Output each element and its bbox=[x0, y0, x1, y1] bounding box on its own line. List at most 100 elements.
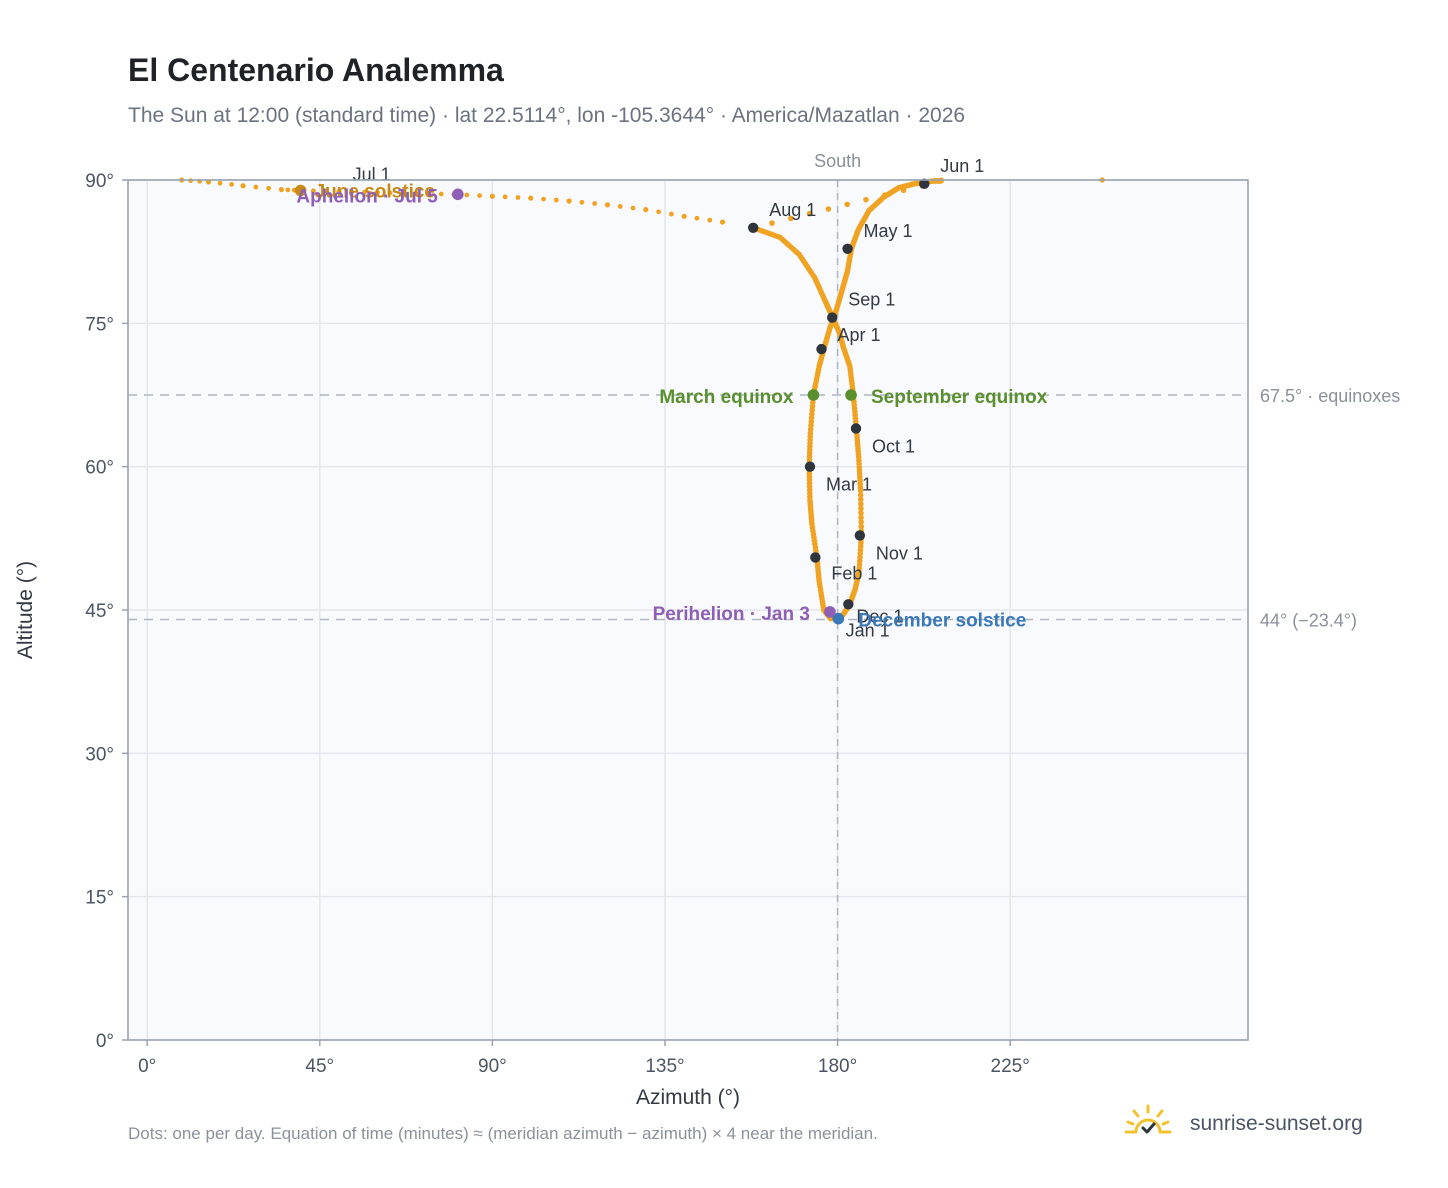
daily-dot bbox=[592, 201, 598, 206]
daily-dot bbox=[604, 202, 611, 208]
daily-dot bbox=[285, 187, 291, 193]
event-label: June solstice bbox=[315, 182, 435, 203]
brand-name: sunrise-sunset.org bbox=[1190, 1112, 1363, 1135]
daily-dot bbox=[656, 209, 661, 215]
daily-dot bbox=[240, 183, 246, 189]
y-tick-label: 60° bbox=[85, 458, 114, 479]
month-label: Feb 1 bbox=[831, 563, 877, 583]
event-marker bbox=[452, 188, 464, 201]
month-label: Dec 1 bbox=[856, 606, 903, 626]
event-label: September equinox bbox=[871, 387, 1048, 408]
daily-dot bbox=[863, 196, 869, 203]
month-marker bbox=[827, 312, 838, 323]
daily-dot bbox=[310, 188, 316, 194]
chart-title: El Centenario Analemma bbox=[128, 52, 504, 88]
daily-dot bbox=[502, 194, 508, 200]
daily-dot bbox=[349, 189, 355, 195]
daily-dot bbox=[400, 190, 406, 196]
daily-dot bbox=[857, 496, 864, 503]
x-tick-label: 225° bbox=[991, 1056, 1030, 1077]
daily-dot bbox=[858, 510, 864, 516]
x-tick-label: 135° bbox=[645, 1056, 684, 1077]
daily-dot bbox=[900, 187, 907, 194]
reference-lines: South 67.5° · equinoxes 44° (−23.4°) bbox=[128, 151, 1400, 1040]
daily-dot bbox=[362, 189, 367, 195]
month-label: May 1 bbox=[864, 221, 913, 241]
month-marker bbox=[810, 552, 821, 563]
x-tick-label: 0° bbox=[138, 1056, 156, 1077]
month-label: Jan 1 bbox=[846, 621, 890, 641]
brand[interactable]: sunrise-sunset.org bbox=[1120, 1100, 1420, 1144]
daily-dot bbox=[278, 186, 285, 193]
daily-dot bbox=[858, 523, 865, 530]
daily-dot bbox=[825, 206, 832, 212]
daily-dot bbox=[229, 182, 234, 187]
month-label: Oct 1 bbox=[872, 436, 915, 456]
month-label: Apr 1 bbox=[837, 325, 880, 345]
daily-dot bbox=[787, 215, 794, 222]
x-tick-label: 180° bbox=[818, 1056, 857, 1077]
daily-dot bbox=[253, 184, 259, 190]
daily-dot bbox=[387, 190, 393, 196]
month-marker bbox=[748, 222, 759, 233]
month-marker bbox=[842, 243, 853, 254]
y-tick-label: 30° bbox=[85, 744, 114, 765]
south-label: South bbox=[814, 151, 861, 171]
daily-dot bbox=[374, 189, 380, 196]
month-marker bbox=[850, 423, 862, 434]
daily-dot bbox=[413, 190, 419, 196]
daily-dot bbox=[844, 201, 850, 208]
daily-dot bbox=[806, 210, 813, 217]
daily-dot bbox=[643, 207, 649, 213]
month-marker bbox=[919, 178, 930, 190]
reference-line-label: 44° (−23.4°) bbox=[1260, 611, 1357, 631]
daily-dot bbox=[858, 505, 864, 512]
daily-dot bbox=[857, 492, 864, 498]
daily-dot bbox=[489, 193, 495, 199]
event-marker bbox=[294, 184, 307, 197]
month-marker bbox=[816, 343, 827, 355]
y-axis-title: Altitude (°) bbox=[14, 561, 37, 659]
month-label: Sep 1 bbox=[848, 290, 895, 310]
y-tick-label: 90° bbox=[85, 171, 114, 192]
chart-footnote: Dots: one per day. Equation of time (min… bbox=[128, 1124, 878, 1143]
axes: 0° 45° 90° 135° 180° 225° 0° 15° 30° 45° 60° 75° 90°… bbox=[14, 171, 1249, 1109]
daily-dot bbox=[528, 195, 534, 201]
y-tick-label: 75° bbox=[85, 314, 114, 335]
event-label: Perihelion · Jan 3 bbox=[653, 604, 810, 625]
month-marker bbox=[843, 599, 854, 610]
daily-dot bbox=[858, 519, 864, 525]
y-tick-label: 45° bbox=[85, 601, 114, 622]
daily-dot bbox=[515, 195, 521, 200]
month-label: Jun 1 bbox=[940, 156, 984, 176]
event-marker bbox=[824, 606, 836, 618]
daily-dot bbox=[426, 191, 431, 197]
sun-logo-icon bbox=[1124, 1104, 1172, 1134]
daily-dot bbox=[681, 213, 687, 219]
daily-dot bbox=[707, 217, 713, 223]
daily-dot bbox=[553, 197, 559, 203]
chart-subtitle: The Sun at 12:00 (standard time) · lat 2… bbox=[128, 104, 966, 127]
x-tick-label: 90° bbox=[478, 1056, 507, 1077]
daily-dot bbox=[566, 198, 572, 204]
daily-dot bbox=[617, 204, 623, 209]
event-label: March equinox bbox=[659, 387, 794, 408]
daily-dot bbox=[858, 514, 864, 521]
event-label: December solstice bbox=[858, 611, 1026, 632]
x-tick-label: 45° bbox=[305, 1056, 334, 1077]
month-label: Mar 1 bbox=[826, 475, 872, 495]
daily-dot bbox=[881, 192, 888, 198]
event-marker bbox=[807, 389, 820, 401]
daily-dot bbox=[323, 188, 329, 194]
daily-dot bbox=[266, 185, 272, 191]
daily-dot bbox=[769, 220, 775, 226]
daily-dot bbox=[336, 188, 342, 195]
daily-dot bbox=[857, 487, 864, 494]
daily-dot bbox=[579, 199, 585, 205]
daily-dot bbox=[858, 501, 864, 507]
x-axis-title: Azimuth (°) bbox=[636, 1086, 740, 1109]
event-label: Aphelion · Jul 5 bbox=[296, 186, 438, 207]
daily-dot bbox=[668, 211, 674, 217]
